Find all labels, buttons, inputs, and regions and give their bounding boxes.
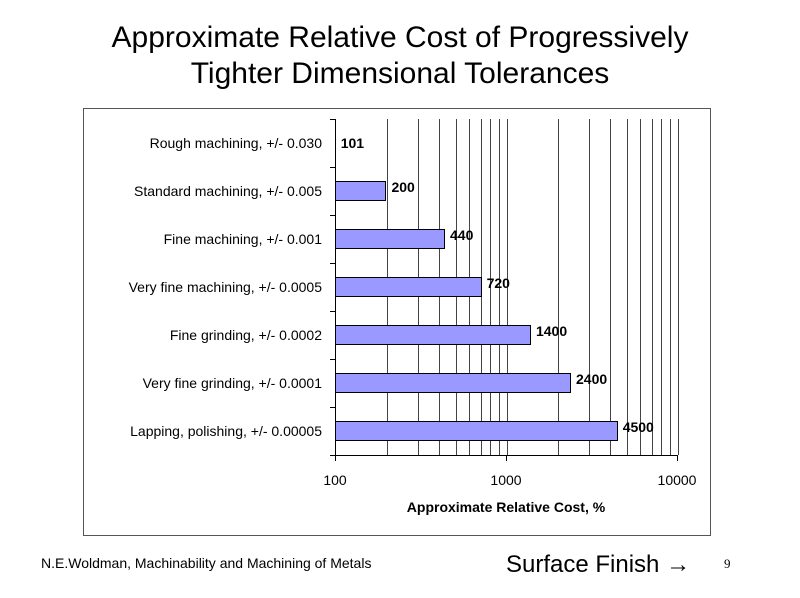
y-tick	[330, 455, 335, 456]
x-tick	[677, 455, 678, 461]
source-citation: N.E.Woldman, Machinability and Machining…	[41, 555, 372, 571]
y-tick	[330, 119, 335, 120]
surface-finish-link[interactable]: Surface Finish →	[506, 551, 691, 578]
gridline	[609, 119, 611, 455]
gridline	[670, 119, 672, 455]
gridline	[661, 119, 663, 455]
gridline	[651, 119, 653, 455]
y-tick	[330, 167, 335, 168]
value-label: 440	[450, 227, 474, 243]
category-label: Lapping, polishing, +/- 0.00005	[130, 423, 322, 439]
title-line-2: Tighter Dimensional Tolerances	[190, 57, 610, 90]
value-label: 101	[340, 135, 365, 151]
bar	[335, 229, 446, 249]
x-tick	[335, 455, 336, 461]
bar	[335, 373, 572, 393]
gridline	[499, 119, 501, 455]
category-label: Fine grinding, +/- 0.0002	[169, 327, 322, 343]
value-label: 2400	[576, 371, 608, 387]
bar	[335, 181, 387, 201]
bar	[335, 421, 618, 441]
value-label: 4500	[622, 419, 654, 435]
category-label: Standard machining, +/- 0.005	[134, 183, 322, 199]
y-tick	[330, 311, 335, 312]
bar	[335, 325, 531, 345]
x-tick-label: 1000	[490, 472, 522, 488]
page-number: 9	[724, 556, 731, 571]
x-tick-label: 100	[323, 472, 347, 488]
gridline	[640, 119, 642, 455]
x-tick-label: 10000	[657, 472, 697, 488]
y-tick	[330, 407, 335, 408]
y-tick	[330, 215, 335, 216]
category-label: Fine machining, +/- 0.001	[163, 231, 322, 247]
value-label: 720	[486, 275, 510, 291]
y-tick	[330, 359, 335, 360]
value-label: 200	[391, 179, 415, 195]
gridline	[490, 119, 492, 455]
gridline	[507, 119, 508, 455]
gridline	[588, 119, 590, 455]
category-label: Very fine grinding, +/- 0.0001	[142, 375, 322, 391]
y-tick	[330, 263, 335, 264]
gridline	[626, 119, 628, 455]
bar	[335, 277, 482, 297]
gridline	[558, 119, 560, 455]
chart-frame	[83, 108, 711, 536]
gridline	[678, 119, 679, 455]
title-line-1: Approximate Relative Cost of Progressive…	[111, 21, 689, 54]
x-tick	[506, 455, 507, 461]
slide-title: Approximate Relative Cost of Progressive…	[0, 20, 800, 92]
x-axis-label: Approximate Relative Cost, %	[406, 499, 606, 515]
category-label: Rough machining, +/- 0.030	[149, 135, 322, 151]
value-label: 1400	[535, 323, 568, 339]
category-label: Very fine machining, +/- 0.0005	[128, 279, 322, 295]
